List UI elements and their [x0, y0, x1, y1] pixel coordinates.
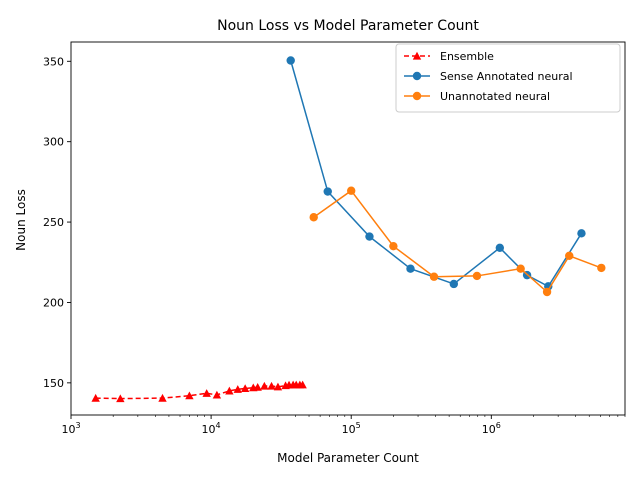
data-point-0 [202, 389, 211, 397]
data-point-2 [597, 263, 606, 273]
legend-label-0: Ensemble [440, 50, 494, 63]
y-axis-label: Noun Loss [14, 189, 28, 251]
data-point-2 [347, 186, 356, 195]
data-point-0 [260, 381, 269, 390]
data-point-0 [116, 394, 125, 403]
data-point-2 [429, 272, 439, 281]
data-point-0 [253, 382, 262, 391]
data-point-0 [240, 384, 250, 393]
data-point-2 [472, 271, 482, 281]
plot-area: 103 104 105 106 150 200 250 300 350 [43, 41, 626, 436]
legend-marker-0 [412, 51, 422, 60]
y-tick-label: 200 [43, 296, 64, 309]
y-tick-label: 300 [43, 136, 64, 149]
x-tick-label: 106 [482, 421, 501, 436]
data-point-2 [542, 287, 552, 297]
legend: Ensemble Sense Annotated neural Unannotate… [395, 43, 621, 113]
data-point-2 [389, 241, 398, 251]
data-point-1 [449, 279, 459, 289]
x-tick-label: 105 [342, 421, 361, 436]
data-point-1 [365, 232, 374, 241]
data-point-0 [267, 381, 276, 390]
legend-box [395, 43, 621, 113]
data-point-2 [309, 213, 318, 222]
data-point-1 [406, 264, 415, 273]
data-point-1 [495, 243, 505, 252]
data-point-0 [273, 382, 283, 391]
x-tick-label: 103 [61, 421, 80, 436]
x-axis-label: Model Parameter Count [277, 451, 419, 465]
y-tick-label: 150 [43, 377, 64, 390]
data-point-0 [298, 380, 307, 389]
data-point-0 [212, 390, 222, 399]
chart-title: Noun Loss vs Model Parameter Count [217, 18, 479, 34]
data-point-1 [286, 56, 295, 65]
data-point-2 [565, 251, 574, 261]
data-point-0 [185, 391, 194, 400]
y-tick-label: 350 [43, 55, 64, 68]
legend-label-2: Unannotated neural [440, 90, 550, 103]
data-point-0 [91, 393, 100, 402]
axes-frame [70, 41, 626, 416]
y-tick-label: 250 [43, 216, 64, 229]
data-point-0 [225, 386, 234, 395]
legend-marker-1 [412, 71, 422, 81]
data-point-0 [158, 393, 167, 402]
series-line-2 [313, 189, 602, 294]
data-point-0 [233, 385, 242, 393]
data-point-1 [577, 229, 586, 238]
data-point-1 [323, 187, 332, 196]
legend-label-1: Sense Annotated neural [440, 70, 573, 83]
legend-marker-2 [412, 91, 422, 101]
x-tick-label: 104 [202, 421, 221, 436]
data-point-2 [516, 264, 525, 273]
